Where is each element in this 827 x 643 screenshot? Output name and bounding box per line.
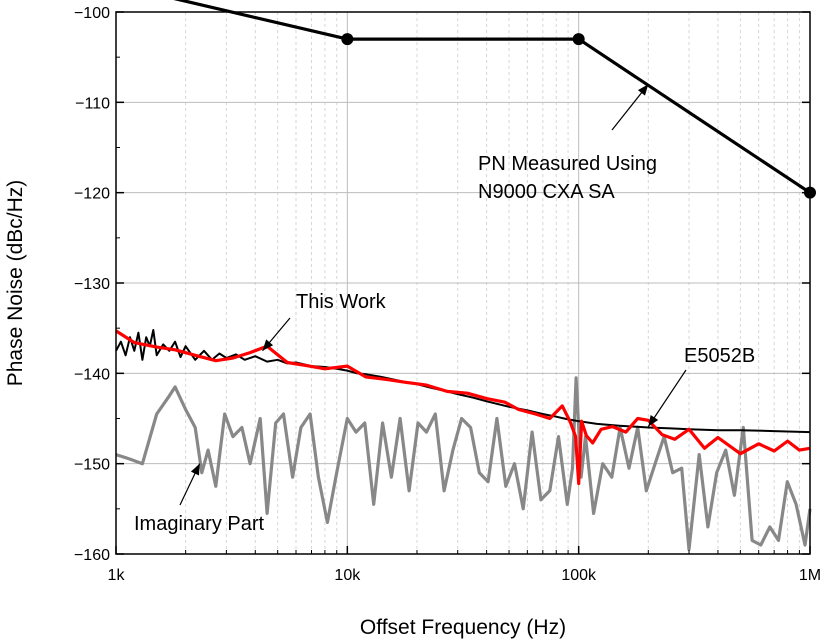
annotation-arrowhead-thiswork [262, 339, 274, 351]
y-tick-labels: −100 −110 −120 −130 −140 −150 −160 [74, 5, 110, 564]
annotation-label-pn: N9000 CXA SA [478, 181, 615, 203]
series-line-imaginary [115, 376, 812, 552]
y-tick-label: −130 [74, 276, 110, 293]
y-axis-title: Phase Noise (dBc/Hz) [4, 180, 27, 387]
annotation-label-pn: PN Measured Using [478, 153, 657, 175]
y-tick-label: −100 [74, 5, 110, 22]
y-tick-label: −160 [74, 547, 110, 564]
series-line-pn_measured [173, 0, 811, 195]
annotation-arrow-e5052b [647, 369, 687, 427]
y-tick-label: −150 [74, 457, 110, 474]
annotation-label-imag: Imaginary Part [134, 513, 264, 535]
annotation-label-e5052b: E5052B [684, 345, 755, 367]
annotation-arrowhead-e5052b [648, 414, 659, 427]
annotation-arrowhead-imag [190, 463, 200, 476]
x-tick-labels: 1k 10k 100k 1M [108, 567, 822, 584]
x-tick-label: 1k [108, 567, 126, 584]
y-tick-label: −140 [74, 366, 110, 383]
series-point-pn_measured [341, 33, 354, 46]
x-tick-label: 10k [334, 567, 361, 584]
annotation-arrowhead-pn [637, 84, 649, 96]
y-tick-label: −120 [74, 186, 110, 203]
x-tick-label: 100k [561, 567, 597, 584]
series-line-this_work [115, 329, 811, 486]
annotation-label-thiswork: This Work [296, 291, 387, 313]
major-gridlines [115, 11, 811, 555]
series-layer [115, 0, 816, 552]
x-axis-title: Offset Frequency (Hz) [360, 616, 566, 639]
x-tick-label: 1M [799, 567, 821, 584]
annotations: PN Measured Using N9000 CXA SA This Work E5… [134, 83, 755, 535]
y-tick-label: −110 [75, 95, 110, 112]
axis-ticks [115, 11, 811, 555]
series-point-pn_measured [572, 33, 585, 46]
